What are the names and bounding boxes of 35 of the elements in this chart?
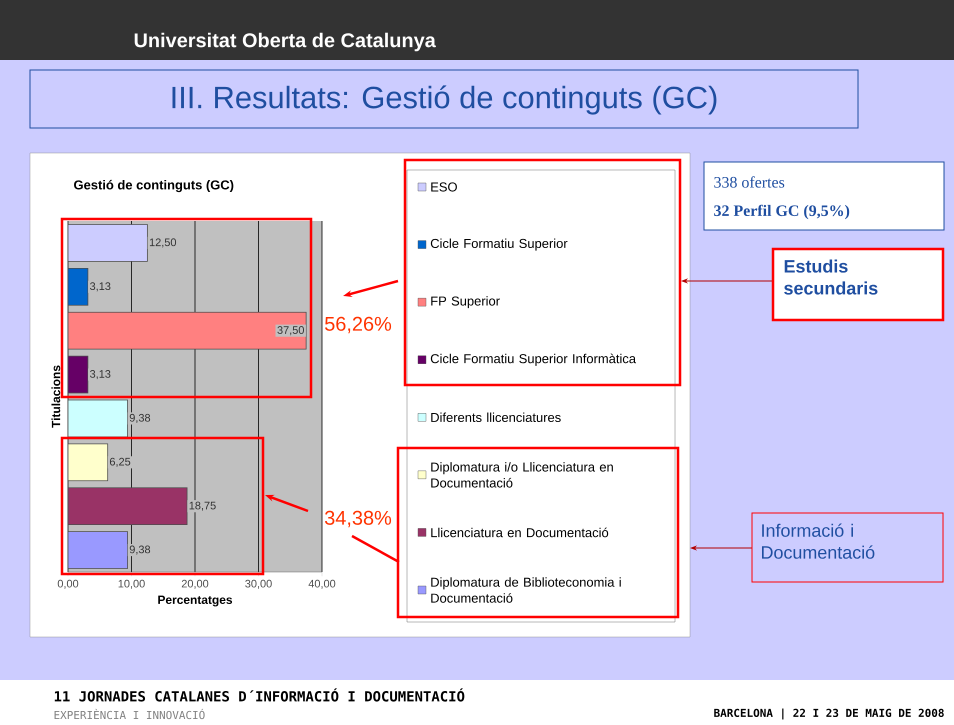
text: EXPERIÈNCIA I INNOVACIÓ — [54, 708, 205, 720]
data-label: 9,38 — [130, 546, 150, 555]
data-label: 37,50 — [277, 326, 304, 336]
text: 34,38% — [324, 510, 392, 528]
data-label: 18,75 — [190, 502, 216, 511]
legend-label: ESO — [431, 182, 457, 192]
chart-subtitle: Gestió de continguts (GC) — [74, 180, 234, 192]
x-tick-label: 10,00 — [118, 580, 145, 589]
x-axis-title: Percentatges — [158, 596, 232, 606]
data-label: 3,13 — [90, 282, 110, 292]
legend-label: Diferents llicenciatures — [431, 412, 561, 422]
legend-label: Cicle Formatiu Superior — [430, 238, 568, 251]
legend-label: Diplomatura de Biblioteconomia i Documentació — [431, 577, 621, 603]
x-tick-label: 30,00 — [245, 580, 272, 589]
x-tick-label: 20,00 — [182, 580, 208, 589]
data-label: 12,50 — [150, 238, 176, 248]
data-label: 6,25 — [110, 458, 130, 467]
legend-label: Cicle Formatiu Superior Informàtica — [430, 354, 636, 366]
text: BARCELONA | 22 I 23 DE MAIG DE 2008 — [714, 708, 944, 720]
x-tick-label: 40,00 — [308, 580, 336, 589]
text: Estudis secundaris — [784, 260, 878, 295]
text: 11 JORNADES CATALANES D´INFORMACIÓ I DOCUMENTACIÓ — [54, 688, 464, 702]
legend-label: FP Superior — [431, 296, 500, 308]
legend-label: Llicenciatura en Documentació — [431, 528, 608, 538]
text: Universitat Oberta de Catalunya — [134, 32, 436, 52]
data-label: 3,13 — [90, 370, 110, 380]
text: 338 ofertes — [714, 176, 784, 188]
x-tick-label: 0,00 — [58, 580, 78, 589]
data-label: 9,38 — [130, 414, 150, 423]
y-axis-title: Titulacions — [51, 366, 60, 428]
legend-label: Diplomatura i/o Llicenciatura en Documentació — [431, 462, 613, 488]
text: 32 Perfil GC (9,5%) — [714, 204, 850, 220]
text: Informació i Documentació — [762, 524, 874, 559]
text: 56,26% — [325, 316, 392, 334]
text: III. Resultats: Gestió de continguts (GC) — [172, 85, 716, 115]
